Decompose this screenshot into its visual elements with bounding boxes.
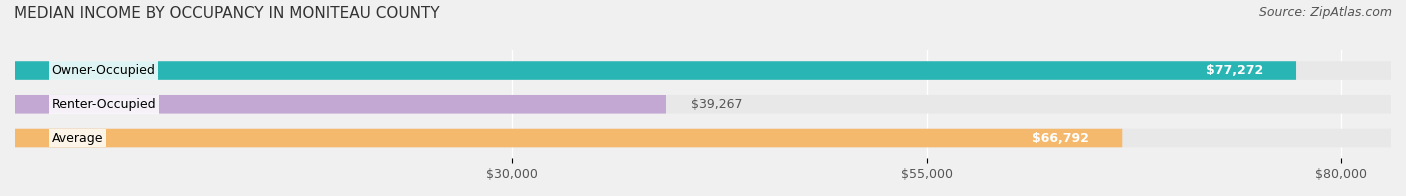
Text: Source: ZipAtlas.com: Source: ZipAtlas.com [1258,6,1392,19]
FancyBboxPatch shape [15,95,1391,113]
FancyBboxPatch shape [15,129,1122,147]
Text: Owner-Occupied: Owner-Occupied [52,64,155,77]
FancyBboxPatch shape [15,61,1296,80]
FancyBboxPatch shape [15,61,1391,80]
Text: Renter-Occupied: Renter-Occupied [52,98,156,111]
Text: $39,267: $39,267 [690,98,742,111]
FancyBboxPatch shape [15,95,666,113]
FancyBboxPatch shape [15,129,1391,147]
Text: Average: Average [52,132,103,144]
Text: MEDIAN INCOME BY OCCUPANCY IN MONITEAU COUNTY: MEDIAN INCOME BY OCCUPANCY IN MONITEAU C… [14,6,440,21]
Text: $77,272: $77,272 [1205,64,1263,77]
Text: $66,792: $66,792 [1032,132,1090,144]
